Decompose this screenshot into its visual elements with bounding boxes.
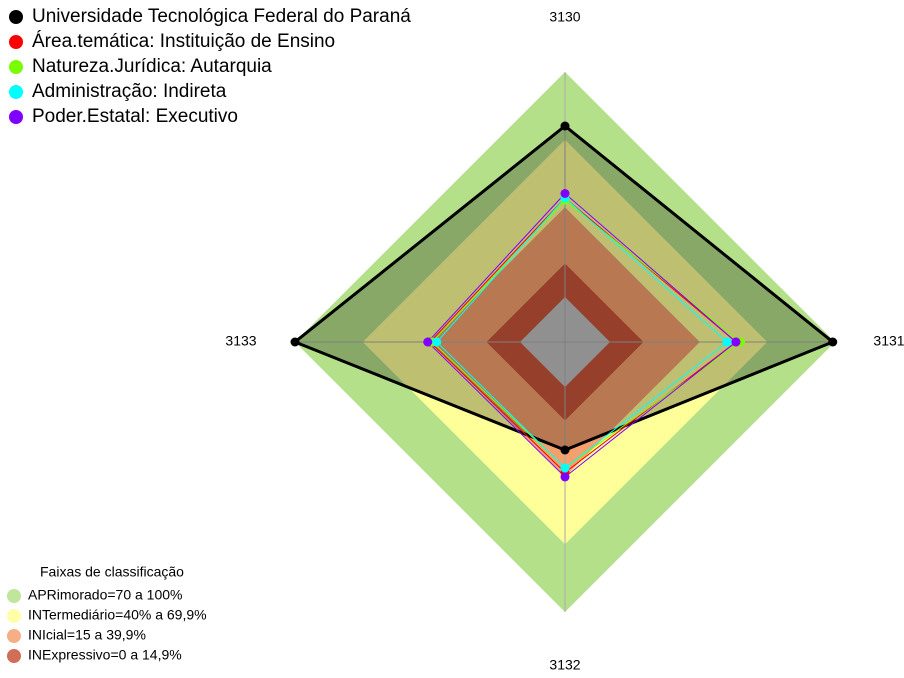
series-point — [423, 337, 433, 347]
legend-label: Poder.Estatal: Executivo — [32, 106, 238, 127]
legend-label: Natureza.Jurídica: Autarquia — [32, 56, 272, 77]
series-point — [290, 337, 300, 347]
legend-marker — [9, 110, 23, 124]
series-point — [731, 337, 741, 347]
legend-label: Administração: Indireta — [32, 81, 227, 102]
axis-label: 3130 — [549, 9, 580, 25]
band-legend-marker — [7, 609, 21, 623]
legend-marker — [9, 35, 23, 49]
axis-label: 3132 — [549, 657, 580, 673]
series-point — [560, 189, 570, 198]
legend-label: Universidade Tecnológica Federal do Para… — [32, 6, 411, 27]
bands-title: Faixas de classificação — [40, 564, 184, 580]
axis-label: 3131 — [873, 333, 904, 349]
legend-marker — [9, 10, 23, 24]
legend-label: Área.temática: Instituição de Ensino — [32, 31, 335, 52]
legend-marker — [9, 60, 23, 74]
band-legend-label: INIcial=15 a 39,9% — [28, 627, 146, 643]
series-point — [432, 337, 442, 347]
band-legend-marker — [7, 629, 21, 643]
series-point — [560, 121, 570, 131]
band-legend-label: INExpressivo=0 a 14,9% — [28, 647, 182, 663]
band-legend-label: INTermediário=40% a 69,9% — [28, 607, 207, 623]
series-point — [828, 337, 838, 347]
series-point — [560, 472, 570, 482]
band-legend-marker — [7, 649, 21, 663]
series-point — [560, 445, 570, 455]
band-legend-marker — [7, 589, 21, 603]
band-legend-label: APRimorado=70 a 100% — [28, 587, 183, 603]
series-point — [560, 463, 570, 473]
axis-label: 3133 — [225, 333, 256, 349]
series-point — [722, 337, 732, 347]
legend-marker — [9, 85, 23, 99]
